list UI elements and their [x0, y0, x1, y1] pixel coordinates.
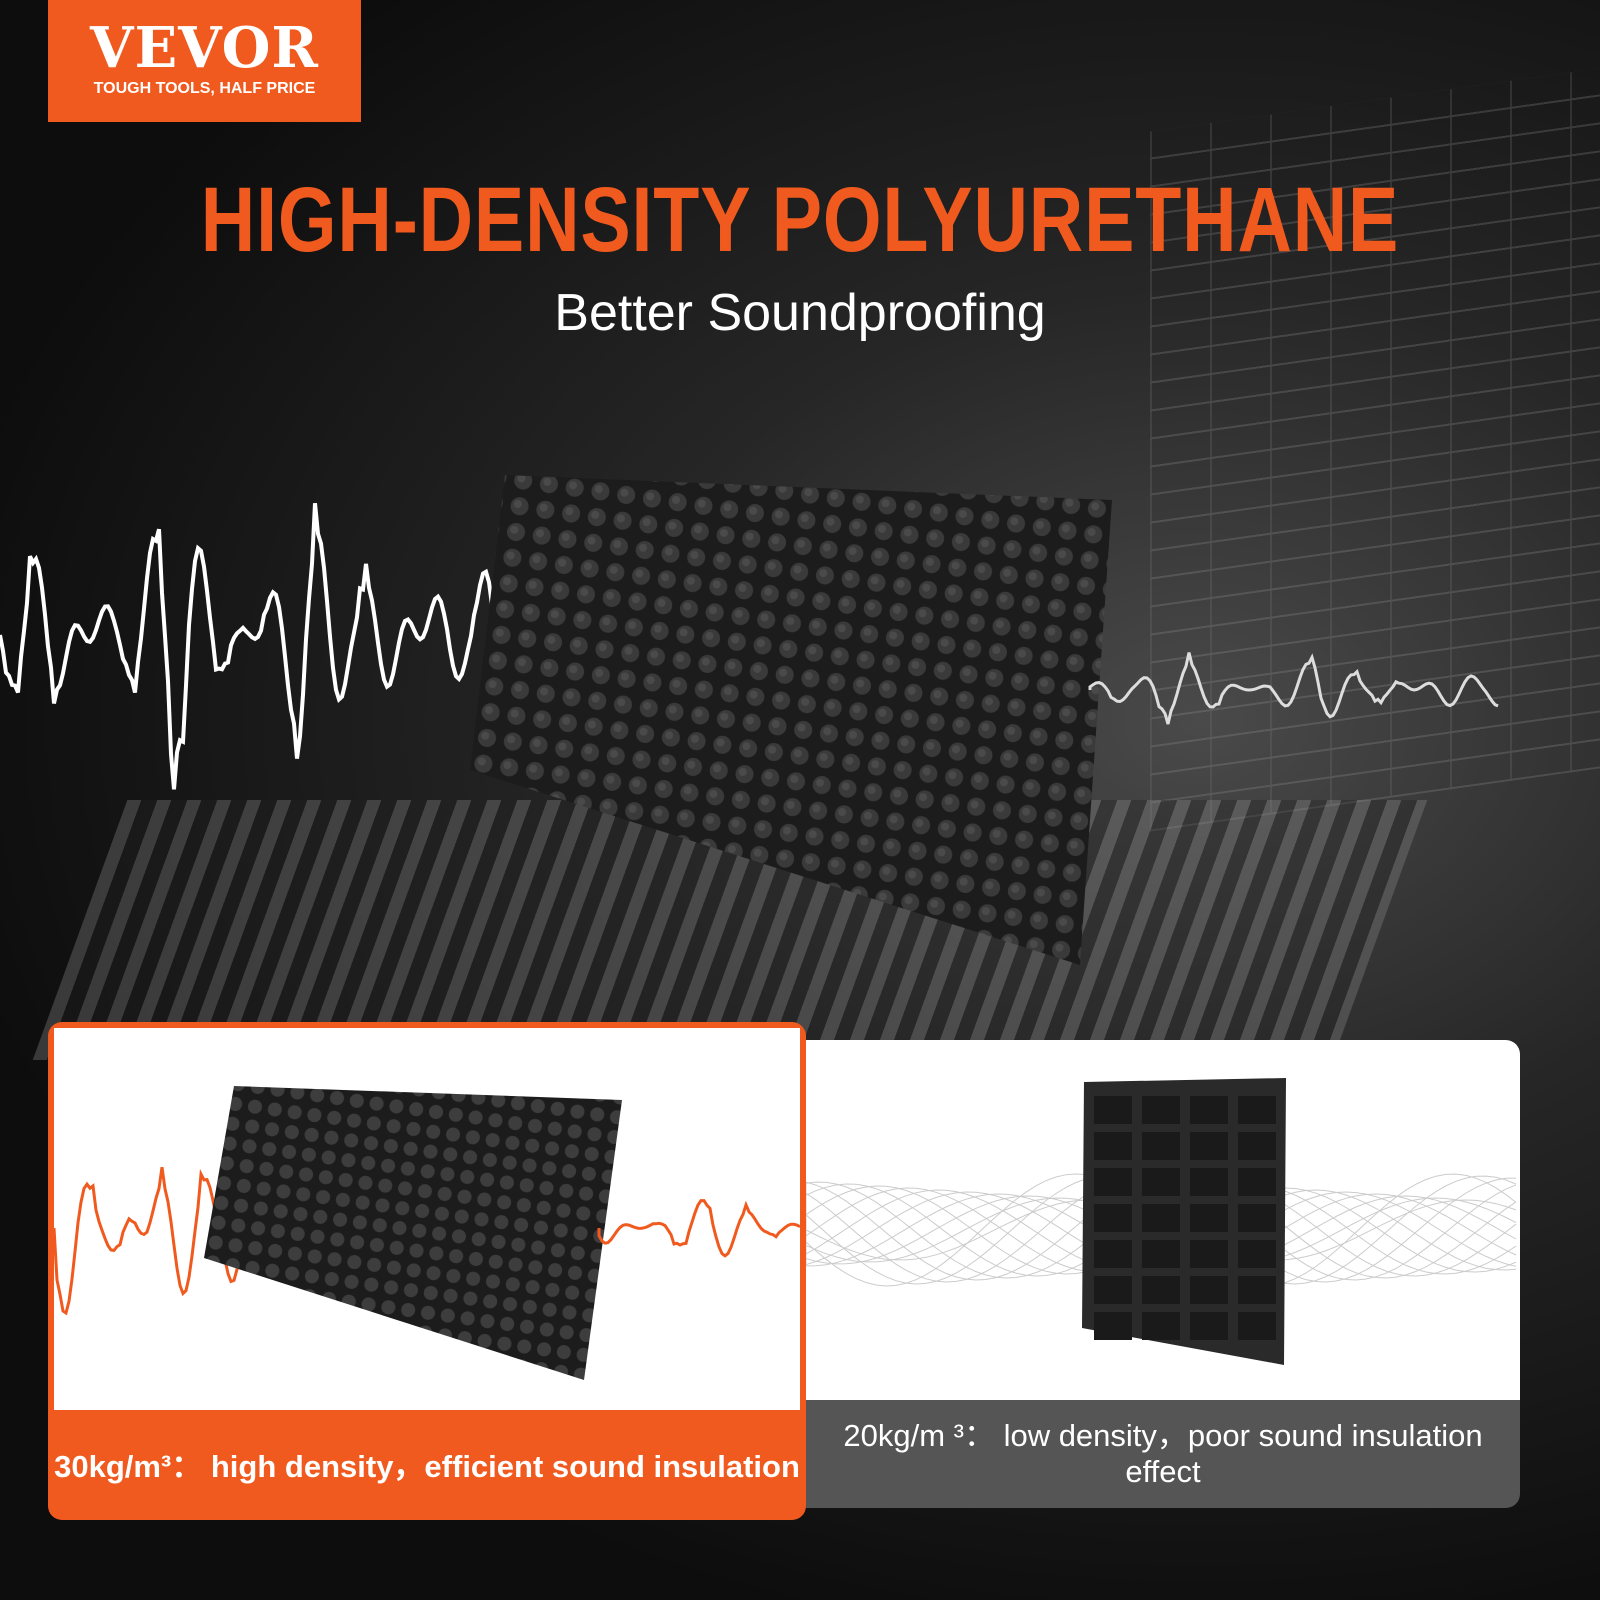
panel-cell	[1142, 1204, 1180, 1232]
panel-cell	[1190, 1240, 1228, 1268]
panel-cell	[1094, 1240, 1132, 1268]
panel-cell	[1238, 1312, 1276, 1340]
panel-grid-cells	[1094, 1096, 1276, 1340]
high-density-illustration	[52, 1028, 801, 1410]
high-density-card: 30kg/m³： high density，efficient sound in…	[48, 1022, 806, 1520]
high-density-caption: 30kg/m³： high density，efficient sound in…	[54, 1449, 800, 1484]
panel-cell	[1190, 1132, 1228, 1160]
panel-cell	[1142, 1132, 1180, 1160]
egg-crate-foam-panel	[204, 1086, 622, 1380]
panel-cell	[1238, 1132, 1276, 1160]
panel-cell	[1142, 1168, 1180, 1196]
panel-cell	[1238, 1168, 1276, 1196]
panel-cell	[1142, 1240, 1180, 1268]
hero-illustration	[0, 475, 1499, 965]
page-title: HIGH-DENSITY POLYURETHANE	[200, 169, 1400, 271]
low-density-illustration	[806, 1040, 1520, 1400]
panel-cell	[1190, 1312, 1228, 1340]
panel-cell	[1094, 1132, 1132, 1160]
panel-cell	[1238, 1204, 1276, 1232]
panel-cell	[1094, 1096, 1132, 1124]
logo-tagline: TOUGH TOOLS, HALF PRICE	[93, 80, 316, 97]
panel-cell	[1238, 1096, 1276, 1124]
vevor-logo: VEVOR TOUGH TOOLS, HALF PRICE	[48, 0, 361, 122]
panel-cell	[1142, 1276, 1180, 1304]
panel-cell	[1094, 1276, 1132, 1304]
panel-cell	[1094, 1168, 1132, 1196]
grid-foam-panel	[1082, 1078, 1286, 1365]
attenuated-sound-wave	[1088, 652, 1499, 725]
panel-cell	[1190, 1276, 1228, 1304]
logo-wordmark: VEVOR	[90, 15, 319, 81]
low-density-card: 20kg/m ³： low density，poor sound insulat…	[806, 1040, 1520, 1508]
panel-cell	[1094, 1204, 1132, 1232]
panel-cell	[1190, 1204, 1228, 1232]
page-subtitle: Better Soundproofing	[554, 284, 1046, 342]
panel-cell	[1142, 1096, 1180, 1124]
panel-cell	[1238, 1276, 1276, 1304]
panel-cell	[1142, 1312, 1180, 1340]
panel-cell	[1094, 1312, 1132, 1340]
panel-cell	[1190, 1168, 1228, 1196]
low-density-caption: 20kg/m ³： low density，poor sound insulat…	[843, 1418, 1483, 1489]
panel-cell	[1238, 1240, 1276, 1268]
orange-attenuated-wave	[597, 1199, 801, 1258]
panel-cell	[1190, 1096, 1228, 1124]
foam-panel	[470, 475, 1112, 965]
